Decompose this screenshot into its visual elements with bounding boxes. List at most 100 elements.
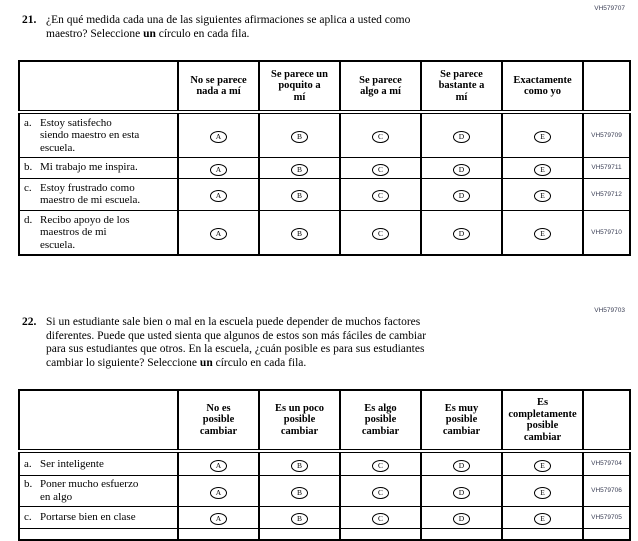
answer-circle-c[interactable]: C — [372, 459, 389, 472]
row-text: Poner mucho esfuerzo en algo — [40, 478, 139, 503]
answer-circle-d[interactable]: D — [453, 228, 470, 241]
answer-circle-c[interactable]: C — [372, 190, 389, 202]
answer-circle-c[interactable]: C — [372, 486, 389, 499]
answer-circle-d[interactable]: D — [453, 190, 470, 202]
column-header-muy-posible: Es muy posible cambiar — [420, 390, 502, 453]
column-header-exactamente: Exactamente como yo — [501, 61, 583, 114]
question-22-text: Si un estudiante sale bien o mal en la e… — [46, 316, 426, 370]
answer-circle-e[interactable]: E — [534, 228, 551, 241]
row-letter: b. — [24, 478, 33, 490]
question-22-text-line1: Si un estudiante sale bien o mal en la e… — [46, 316, 421, 328]
row-code: VH579704 — [582, 450, 630, 475]
answer-circle-a[interactable]: A — [210, 228, 227, 241]
statement-cell: c. Portarse bien en clase — [18, 505, 178, 528]
row-letter: a. — [24, 116, 32, 129]
answer-circle-c[interactable]: C — [372, 131, 389, 144]
answer-circle-d[interactable]: D — [453, 163, 470, 176]
answer-circle-e[interactable]: E — [534, 190, 551, 202]
row-code: VH579710 — [582, 209, 630, 255]
question-21-text: ¿En qué medida cada una de las siguiente… — [46, 14, 410, 41]
answer-circle-a[interactable]: A — [210, 163, 227, 176]
row-code: VH579712 — [582, 177, 630, 210]
statement-cell: b. Mi trabajo me inspira. — [18, 156, 178, 178]
answer-circle-e[interactable]: E — [534, 459, 551, 472]
answer-circle-d[interactable]: D — [453, 131, 470, 144]
answer-circle-e[interactable]: E — [534, 163, 551, 176]
column-header-algo-posible: Es algo posible cambiar — [339, 390, 421, 453]
code-header-empty — [582, 390, 630, 453]
answer-circle-b[interactable]: B — [291, 459, 308, 472]
table-row-partial-clipped — [18, 527, 630, 540]
header-row: No se parece nada a mí Se parece un poqu… — [18, 61, 630, 114]
row-text: Recibo apoyo de los maestros de mi escue… — [40, 213, 130, 251]
table-row-a: a. Ser inteligente A B C D E VH579704 — [18, 450, 630, 475]
row-code: VH579711 — [582, 156, 630, 178]
statement-cell: a. Estoy satisfecho siendo maestro en est… — [18, 111, 178, 157]
answer-circle-b[interactable]: B — [291, 486, 308, 499]
answer-circle-a[interactable]: A — [210, 513, 227, 525]
answer-circle-b[interactable]: B — [291, 190, 308, 202]
answer-circle-b[interactable]: B — [291, 513, 308, 525]
table-row-d: d. Recibo apoyo de los maestros de mi esc… — [18, 209, 630, 255]
answer-circle-c[interactable]: C — [372, 228, 389, 241]
answer-circle-a[interactable]: A — [210, 131, 227, 144]
statement-cell: a. Ser inteligente — [18, 450, 178, 475]
question-22-text-line3: para sus estudiantes que otros. En la es… — [46, 343, 425, 355]
statement-header-empty — [18, 390, 178, 453]
row-letter: c. — [24, 181, 32, 194]
answer-circle-b[interactable]: B — [291, 131, 308, 144]
statement-header-empty — [18, 61, 178, 114]
column-header-completamente-posible: Es completamente posible cambiar — [501, 390, 583, 453]
answer-circle-b[interactable]: B — [291, 228, 308, 241]
table-row-c: c. Estoy frustrado como maestro de mi esc… — [18, 177, 630, 210]
statement-cell: c. Estoy frustrado como maestro de mi esc… — [18, 177, 178, 210]
column-header-un-poco-posible: Es un poco posible cambiar — [258, 390, 340, 453]
question-21-prompt: 21. ¿En qué medida cada una de las sigui… — [22, 14, 638, 41]
answer-circle-d[interactable]: D — [453, 486, 470, 499]
answer-circle-a[interactable]: A — [210, 190, 227, 202]
answer-circle-a[interactable]: A — [210, 459, 227, 472]
question-22: VH579703 22. Si un estudiante sale bien … — [0, 306, 638, 541]
column-header-no-se-parece: No se parece nada a mí — [177, 61, 259, 114]
row-code: VH579706 — [582, 474, 630, 506]
statement-cell: d. Recibo apoyo de los maestros de mi esc… — [18, 209, 178, 255]
question-21-accession-code: VH579707 — [594, 5, 625, 12]
question-22-prompt: 22. Si un estudiante sale bien o mal en … — [22, 316, 638, 370]
question-22-accession-code: VH579703 — [594, 307, 625, 314]
table-row-c: c. Portarse bien en clase A B C D E VH579… — [18, 505, 630, 528]
question-21-text-line2: maestro? Seleccione un círculo en cada f… — [46, 27, 250, 40]
answer-circle-d[interactable]: D — [453, 513, 470, 525]
question-22-number: 22. — [22, 316, 37, 328]
answer-circle-c[interactable]: C — [372, 513, 389, 525]
answer-circle-e[interactable]: E — [534, 131, 551, 144]
answer-circle-d[interactable]: D — [453, 459, 470, 472]
question-22-text-line4: cambiar lo siguiente? Seleccione un círc… — [46, 356, 307, 369]
answer-circle-c[interactable]: C — [372, 163, 389, 176]
question-22-answer-table: No es posible cambiar Es un poco posible… — [18, 389, 631, 541]
row-letter: b. — [24, 161, 33, 174]
question-21-text-line1: ¿En qué medida cada una de las siguiente… — [46, 14, 411, 26]
answer-circle-b[interactable]: B — [291, 163, 308, 176]
row-text: Mi trabajo me inspira. — [40, 161, 138, 174]
answer-circle-e[interactable]: E — [534, 513, 551, 525]
column-header-no-es-posible: No es posible cambiar — [177, 390, 259, 453]
row-text: Portarse bien en clase — [40, 510, 136, 523]
table-row-b: b. Poner mucho esfuerzo en algo A B C D E… — [18, 474, 630, 506]
table-row-a: a. Estoy satisfecho siendo maestro en est… — [18, 111, 630, 157]
row-letter: a. — [24, 457, 32, 470]
row-letter: c. — [24, 510, 32, 523]
question-21: VH579707 21. ¿En qué medida cada una de … — [0, 0, 638, 256]
question-22-text-line2: diferentes. Puede que usted sienta que a… — [46, 329, 427, 342]
column-header-algo: Se parece algo a mí — [339, 61, 421, 114]
row-text: Estoy satisfecho siendo maestro en esta … — [40, 116, 140, 154]
column-header-bastante: Se parece bastante a mí — [420, 61, 502, 114]
table-row-b: b. Mi trabajo me inspira. A B C D E VH579… — [18, 156, 630, 178]
answer-circle-e[interactable]: E — [534, 486, 551, 499]
answer-circle-a[interactable]: A — [210, 486, 227, 499]
row-code: VH579709 — [582, 111, 630, 157]
bold-un: un — [199, 356, 213, 369]
bold-un: un — [143, 27, 156, 40]
row-text: Ser inteligente — [40, 457, 104, 470]
question-21-number: 21. — [22, 14, 37, 26]
